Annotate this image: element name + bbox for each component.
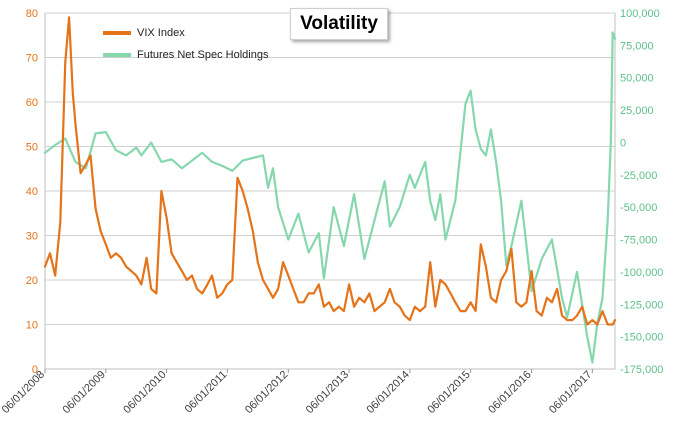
right-tick-label: -25,000 <box>620 170 657 182</box>
right-tick-label: -175,000 <box>620 364 663 376</box>
right-tick-label: 0 <box>620 137 626 149</box>
x-tick-label: 06/01/2014 <box>365 369 412 416</box>
legend-label-vix: VIX Index <box>137 27 185 39</box>
left-tick-label: 50 <box>26 142 38 154</box>
left-tick-label: 80 <box>26 8 38 20</box>
series-line-futures-net-spec-holdings <box>43 31 617 364</box>
right-tick-label: -125,000 <box>620 299 663 311</box>
left-tick-label: 10 <box>26 320 38 332</box>
left-axis-ticks: 0 10 20 30 40 50 60 70 80 <box>26 8 38 376</box>
right-axis-ticks: -175,000 -150,000 -125,000 -100,000 -75,000 -… <box>620 8 663 376</box>
x-tick-label: 06/01/2009 <box>60 369 107 416</box>
x-tick-label: 06/01/2013 <box>304 369 351 416</box>
legend-swatch-futures <box>103 53 131 57</box>
x-tick-label: 06/01/2017 <box>547 369 594 416</box>
x-tick-label: 06/01/2012 <box>243 369 290 416</box>
x-axis-ticks: 06/01/2008 06/01/2009 06/01/2010 06/01/2011… <box>0 369 594 416</box>
x-tick-label: 06/01/2016 <box>486 369 533 416</box>
legend-item-vix: VIX Index <box>103 22 268 44</box>
left-tick-label: 40 <box>26 186 38 198</box>
right-tick-label: -75,000 <box>620 235 657 247</box>
series-line-vix-index <box>43 16 617 326</box>
x-tick-label: 06/01/2008 <box>0 369 47 416</box>
x-tick-label: 06/01/2015 <box>425 369 472 416</box>
right-tick-label: 100,000 <box>620 8 660 20</box>
right-tick-label: 25,000 <box>620 105 654 117</box>
right-tick-label: 50,000 <box>620 73 654 85</box>
left-tick-label: 60 <box>26 97 38 109</box>
left-tick-label: 20 <box>26 275 38 287</box>
left-tick-label: 0 <box>32 364 38 376</box>
right-tick-label: -100,000 <box>620 267 663 279</box>
left-tick-label: 70 <box>26 53 38 65</box>
right-tick-label: 75,000 <box>620 40 654 52</box>
legend: VIX Index Futures Net Spec Holdings <box>103 22 268 66</box>
gridlines <box>44 12 616 370</box>
legend-item-futures: Futures Net Spec Holdings <box>103 44 268 66</box>
series-layer <box>43 16 617 364</box>
legend-swatch-vix <box>103 31 131 35</box>
right-tick-label: -50,000 <box>620 202 657 214</box>
left-tick-label: 30 <box>26 231 38 243</box>
legend-label-futures: Futures Net Spec Holdings <box>137 49 269 61</box>
x-tick-label: 06/01/2010 <box>121 369 168 416</box>
right-tick-label: -150,000 <box>620 332 663 344</box>
chart-title-box: Volatility <box>290 8 388 40</box>
chart-title: Volatility <box>300 13 378 34</box>
x-tick-label: 06/01/2011 <box>183 369 230 416</box>
